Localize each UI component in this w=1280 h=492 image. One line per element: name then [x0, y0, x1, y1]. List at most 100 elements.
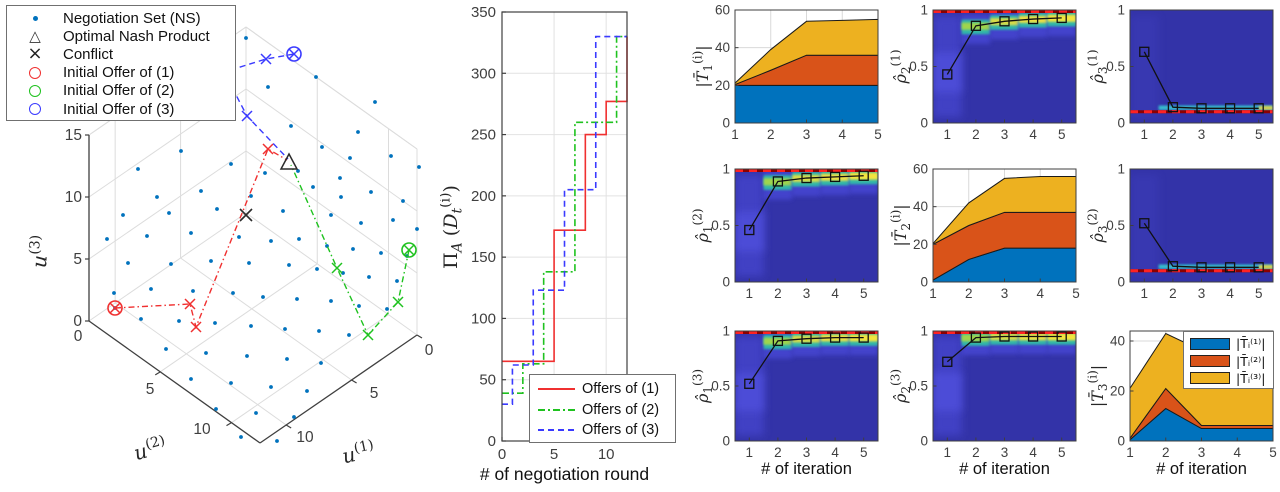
- ns-point: [351, 247, 355, 251]
- ns-point: [247, 261, 251, 265]
- tick-label: 2: [774, 445, 782, 460]
- tick-label: 4: [1036, 286, 1044, 301]
- grid-line: [114, 302, 287, 426]
- subplot-y-label: |T̄3(i)|: [1086, 365, 1110, 407]
- ns-point: [145, 234, 149, 238]
- legend-label: Negotiation Set (NS): [63, 9, 201, 27]
- tick-label: 100: [471, 310, 496, 327]
- ns-point: [149, 287, 153, 291]
- offer-x-marker: [362, 329, 374, 341]
- subplot-y-label: |T̄1(i)|: [691, 45, 715, 87]
- legend-item-offer-3: Initial Offer of (3): [7, 100, 235, 118]
- trajectory-offers-1: [107, 143, 288, 333]
- grid-line: [180, 257, 352, 381]
- ns-point: [169, 262, 173, 266]
- ns-point: [204, 351, 208, 355]
- initial-offer-x: [288, 48, 300, 60]
- tick-label: 150: [471, 249, 496, 266]
- subplot-x-label: # of iteration: [1156, 460, 1247, 478]
- subplot-0-0: 0 20 40 60 1 2 3 4 5 |T̄1(i)|: [691, 3, 882, 143]
- legend-item-offer-2: Initial Offer of (2): [7, 82, 235, 100]
- legend-label: Initial Offer of (3): [63, 100, 175, 118]
- grid-line: [245, 212, 418, 336]
- tick-label: 5: [874, 127, 882, 142]
- tick-label: 1: [920, 3, 928, 18]
- tick-label: 350: [471, 4, 496, 21]
- tick-label: 0: [722, 116, 730, 131]
- trajectory-offers-2: [290, 164, 417, 341]
- tick-label: 4: [831, 286, 839, 301]
- offer-x-marker: [260, 53, 272, 65]
- ns-point: [317, 329, 321, 333]
- ns-point: [389, 154, 393, 158]
- ns-point: [167, 211, 171, 215]
- estimate-marker: [1253, 262, 1264, 273]
- ns-point: [155, 195, 159, 199]
- ns-point: [249, 324, 253, 328]
- ns-point: [269, 239, 273, 243]
- tick-label: 2: [972, 445, 980, 460]
- estimate-marker: [942, 356, 953, 367]
- heat-column: [933, 372, 962, 412]
- tick-label: 5: [1058, 127, 1066, 142]
- ns-point: [329, 213, 333, 217]
- ns-point: [356, 130, 360, 134]
- ns-point: [191, 289, 195, 293]
- area-layer-0: [734, 84, 879, 124]
- tick-label: 200: [471, 188, 496, 205]
- tick-label: 5: [1255, 286, 1263, 301]
- tick-label: 1: [1117, 3, 1125, 18]
- ns-point: [285, 357, 289, 361]
- tick-label: 10: [193, 421, 211, 438]
- tick-label: 3: [803, 286, 811, 301]
- ns-point: [373, 100, 377, 104]
- tick-label: 20: [715, 78, 730, 93]
- estimate-marker: [801, 172, 812, 184]
- tick-label: 1: [944, 445, 952, 460]
- series-offers-of-1-: [502, 36, 628, 363]
- legend-label: |T̄ᵢ⁽¹⁾|: [1236, 336, 1266, 352]
- tick-label: 0.5: [1106, 218, 1125, 233]
- tick-label: 1: [1126, 445, 1134, 460]
- tick-mark: [351, 379, 357, 384]
- ns-point: [319, 361, 323, 365]
- tick-label: 60: [715, 3, 730, 18]
- ns-point: [215, 207, 219, 211]
- estimate-marker: [1167, 261, 1179, 272]
- team-size-legend: |T̄ᵢ⁽¹⁾| |T̄ᵢ⁽²⁾| |T̄ᵢ⁽³⁾|: [1183, 331, 1274, 389]
- cross-icon: ×: [27, 43, 43, 65]
- tick-label: 2: [1169, 286, 1177, 301]
- heat-column: [1130, 174, 1159, 277]
- ns-point: [249, 194, 253, 198]
- tick-label: 1: [722, 162, 730, 177]
- estimate-marker: [1224, 103, 1236, 114]
- tick-label: 40: [1110, 334, 1125, 349]
- ns-point: [229, 381, 233, 385]
- heat-column: [1130, 15, 1159, 118]
- orange-area-swatch: [1190, 355, 1230, 368]
- tick-label: 15: [65, 127, 82, 144]
- estimate-marker: [1196, 103, 1207, 114]
- tick-mark: [154, 371, 161, 376]
- ns-point: [369, 190, 373, 194]
- tick-label: 0: [1117, 116, 1125, 131]
- ns-point: [357, 304, 361, 308]
- legend-label: |T̄ᵢ⁽²⁾|: [1236, 353, 1266, 369]
- nash-x-label: # of negotiation round: [480, 464, 649, 484]
- y-axis-label: u(2): [131, 432, 169, 465]
- ns-point: [244, 36, 248, 40]
- estimate-line: [1143, 51, 1259, 109]
- ns-point: [269, 385, 273, 389]
- ns-point: [164, 347, 168, 351]
- tick-label: 1: [746, 445, 754, 460]
- grid-line: [245, 26, 418, 150]
- tick-label: 0: [920, 434, 928, 449]
- tick-label: 10: [65, 189, 83, 206]
- ns-point: [395, 279, 399, 283]
- ns-point: [121, 213, 125, 217]
- nash-y-label: ΠA (Dt(i)): [440, 185, 466, 269]
- tick-label: 10: [598, 446, 615, 463]
- ns-point: [348, 156, 352, 160]
- subplot-y-label: ρ̂1(3): [691, 369, 715, 404]
- estimate-marker: [1056, 331, 1067, 342]
